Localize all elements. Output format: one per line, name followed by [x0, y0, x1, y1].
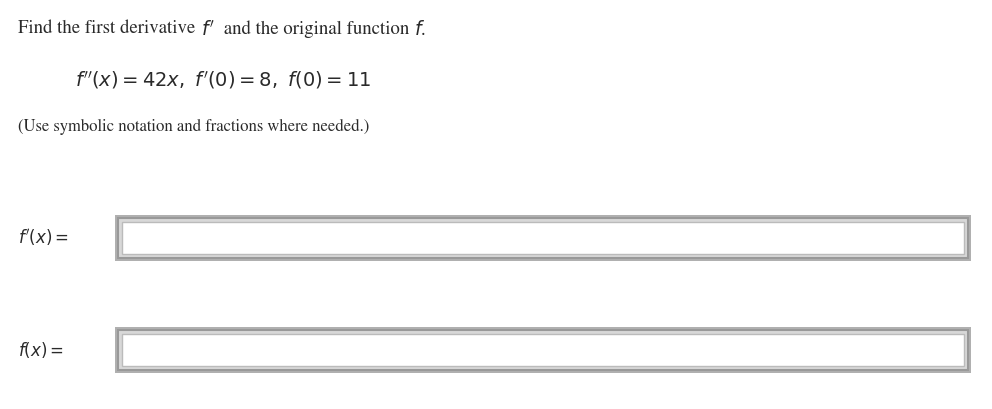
- Text: $f'(x) =$: $f'(x) =$: [18, 227, 69, 249]
- Text: Find the first derivative: Find the first derivative: [18, 20, 200, 37]
- Bar: [118, 218, 968, 258]
- Bar: [122, 222, 964, 254]
- Text: $f'$: $f'$: [201, 20, 214, 40]
- Text: $f(x) =$: $f(x) =$: [18, 340, 64, 360]
- Text: (Use symbolic notation and fractions where needed.): (Use symbolic notation and fractions whe…: [18, 119, 369, 135]
- Bar: [115, 327, 971, 373]
- Bar: [115, 215, 971, 261]
- Text: $f''(x) = 42x,\ f'(0) = 8,\ f(0) = 11$: $f''(x) = 42x,\ f'(0) = 8,\ f(0) = 11$: [75, 69, 371, 91]
- Bar: [122, 334, 964, 366]
- Bar: [118, 330, 968, 370]
- Text: and the original function: and the original function: [219, 20, 414, 38]
- Text: $f$.: $f$.: [414, 20, 426, 39]
